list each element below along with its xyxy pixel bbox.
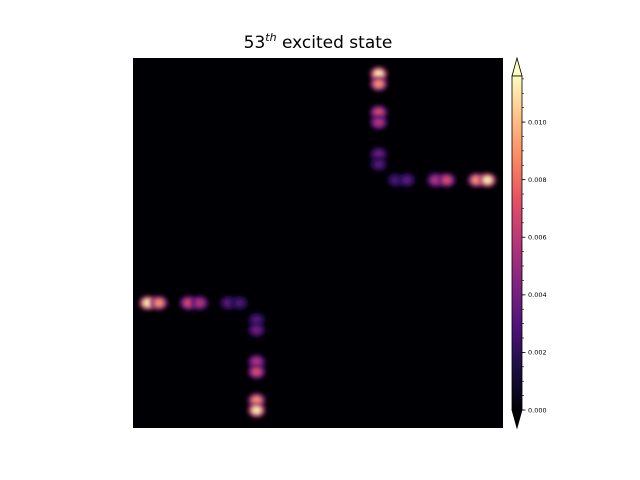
colorbar-tick-label: 0.010 <box>528 118 547 126</box>
heatmap-blob-core <box>442 176 452 184</box>
heatmap-blob-core <box>143 299 153 307</box>
heatmap-blob <box>248 322 266 337</box>
heatmap-blob-core <box>252 367 262 376</box>
heatmap-blob-core <box>235 299 245 307</box>
heatmap-blob <box>248 354 266 369</box>
heatmap-blob <box>370 157 388 172</box>
heatmap-blob <box>438 173 456 188</box>
colorbar-tick-label: 0.006 <box>528 234 547 242</box>
heatmap-blob <box>191 295 209 310</box>
heatmap-plot-area <box>133 58 503 428</box>
heatmap-blob-core <box>374 70 384 78</box>
heatmap-blob <box>231 295 249 310</box>
heatmap-cells <box>139 66 496 418</box>
heatmap-blob <box>370 105 388 120</box>
heatmap-blob-core <box>374 108 384 117</box>
heatmap-blob-core <box>402 176 412 184</box>
heatmap-blob <box>370 66 388 81</box>
heatmap-blob <box>248 403 266 418</box>
heatmap-blob <box>150 295 168 310</box>
title-number: 53 <box>244 33 266 53</box>
heatmap-blob-core <box>252 316 262 324</box>
heatmap-blob-core <box>195 299 205 307</box>
colorbar-tick-label: 0.008 <box>528 176 547 184</box>
colorbar-gradient <box>512 76 522 410</box>
heatmap-background <box>133 58 503 428</box>
heatmap-blob-core <box>223 299 233 307</box>
heatmap-blob-core <box>374 118 384 127</box>
heatmap-blob-core <box>184 299 193 307</box>
heatmap-blob <box>370 76 388 91</box>
heatmap-blob <box>478 173 496 188</box>
colorbar: 0.000 0.002 0.004 0.006 0.008 0.010 <box>511 56 547 430</box>
colorbar-tick-label: 0.002 <box>528 349 547 357</box>
colorbar-ticks: 0.000 0.002 0.004 0.006 0.008 0.010 <box>522 118 547 414</box>
chart-title: 53th excited state <box>244 31 393 53</box>
heatmap-blob <box>248 364 266 379</box>
heatmap-blob-core <box>252 396 262 405</box>
heatmap-blob-core <box>471 176 481 184</box>
heatmap-blob-core <box>252 326 262 334</box>
colorbar-top-extension <box>511 56 523 77</box>
heatmap-blob-core <box>431 176 441 184</box>
heatmap-blob-core <box>482 176 492 184</box>
heatmap-blob-core <box>154 299 164 307</box>
heatmap-blob-core <box>374 80 384 88</box>
heatmap-blob <box>370 115 388 130</box>
heatmap-blob <box>248 393 266 408</box>
colorbar-tick-label: 0.000 <box>528 406 547 414</box>
colorbar-bottom-extension <box>511 409 523 430</box>
colorbar-tick-label: 0.004 <box>528 291 547 299</box>
heatmap-blob-core <box>374 150 384 158</box>
colorbar-outline <box>511 75 523 411</box>
heatmap-blob <box>370 147 388 162</box>
heatmap-blob-core <box>252 406 262 415</box>
colorbar-minor-ticks <box>522 78 524 411</box>
heatmap-blob-core <box>252 357 262 366</box>
heatmap-blob-core <box>391 176 401 184</box>
heatmap-blob <box>248 312 266 327</box>
heatmap-blob <box>398 173 416 188</box>
title-text: excited state <box>277 33 393 53</box>
title-superscript: th <box>265 31 276 44</box>
heatmap-blob-core <box>374 160 384 168</box>
